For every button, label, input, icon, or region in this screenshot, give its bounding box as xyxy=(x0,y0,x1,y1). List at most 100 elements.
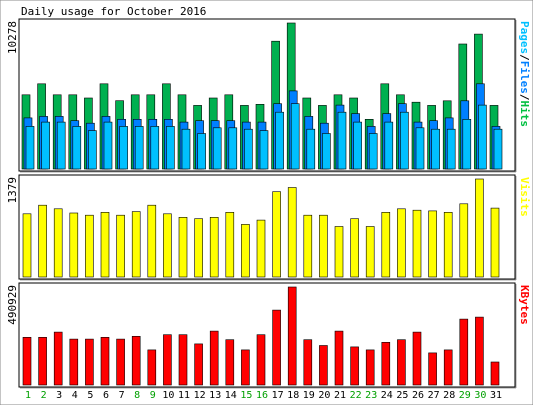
bar-kbytes xyxy=(256,334,266,386)
x-tick-label: 8 xyxy=(134,390,140,401)
bar-kbytes xyxy=(272,309,281,386)
x-tick-label: 22 xyxy=(350,390,362,401)
bar-visits xyxy=(38,204,47,278)
x-axis-day-labels: 1 2 3 4 5 6 7 8 9 10 11 12 13 14 15 16 17 18 19 20 21 22 23 24 2… xyxy=(25,390,502,401)
x-tick-label: 12 xyxy=(194,390,206,401)
x-tick-label: 31 xyxy=(490,390,502,401)
x-tick-label: 24 xyxy=(381,390,393,401)
bar-visits xyxy=(69,212,79,278)
bar-pages xyxy=(72,126,82,170)
y-axis-max-label: 1379 xyxy=(6,177,19,204)
x-tick-label: 2 xyxy=(41,390,47,401)
legend-entry: Pages xyxy=(518,21,531,54)
bar-visits xyxy=(287,187,297,278)
bar-pages xyxy=(228,127,238,170)
bar-visits xyxy=(459,203,469,278)
bar-visits xyxy=(334,226,344,278)
x-tick-label: 15 xyxy=(240,390,252,401)
legend-entry: / xyxy=(518,94,531,101)
bar-visits xyxy=(397,208,406,278)
bar-kbytes xyxy=(131,335,141,386)
bar-visits xyxy=(116,214,125,278)
bar-visits xyxy=(131,211,141,278)
bar-visits xyxy=(100,212,110,278)
bar-pages xyxy=(478,104,487,170)
bar-visits xyxy=(53,208,63,278)
bar-kbytes xyxy=(225,339,235,386)
legend-entry: Visits xyxy=(518,177,531,217)
x-tick-label: 1 xyxy=(25,390,31,401)
bar-kbytes xyxy=(459,318,469,386)
bar-kbytes xyxy=(490,361,500,386)
bar-pages xyxy=(322,133,331,170)
x-tick-label: 23 xyxy=(365,390,377,401)
bar-pages xyxy=(103,121,113,170)
bar-visits xyxy=(272,191,281,278)
bar-kbytes xyxy=(116,338,125,386)
bar-kbytes xyxy=(100,336,110,386)
bar-visits xyxy=(22,213,32,278)
x-tick-label: 7 xyxy=(119,390,125,401)
bar-visits xyxy=(303,214,313,278)
bar-kbytes xyxy=(397,339,406,386)
panel-kbytes: 490929 KBytes xyxy=(6,282,531,389)
bar-visits xyxy=(350,218,359,278)
y-axis-max-label: 490929 xyxy=(6,285,19,325)
x-tick-label: 5 xyxy=(87,390,93,401)
legend: Pages/Files/Hits xyxy=(518,21,531,127)
bar-visits xyxy=(194,218,203,278)
bar-pages xyxy=(493,128,503,170)
bar-visits xyxy=(147,204,157,278)
x-tick-label: 14 xyxy=(225,390,237,401)
bar-kbytes xyxy=(163,334,172,386)
x-tick-label: 18 xyxy=(287,390,299,401)
bar-kbytes xyxy=(194,343,203,386)
bar-kbytes xyxy=(147,349,157,386)
bar-pages xyxy=(41,121,50,170)
bar-pages xyxy=(119,126,128,170)
bar-pages xyxy=(56,121,66,170)
x-tick-label: 13 xyxy=(209,390,221,401)
bar-visits xyxy=(365,226,375,278)
bar-pages xyxy=(166,126,175,170)
legend-entry: KBytes xyxy=(518,285,531,325)
bar-visits xyxy=(256,219,266,278)
bar-visits xyxy=(412,209,422,278)
bar-kbytes xyxy=(475,316,484,386)
bar-kbytes xyxy=(69,338,79,386)
x-tick-label: 26 xyxy=(412,390,424,401)
x-tick-label: 27 xyxy=(428,390,440,401)
bar-kbytes xyxy=(412,331,422,386)
bar-pages xyxy=(462,119,472,170)
x-tick-label: 3 xyxy=(56,390,62,401)
x-tick-label: 6 xyxy=(103,390,109,401)
bar-kbytes xyxy=(209,330,219,386)
bar-pages xyxy=(134,126,144,170)
bar-kbytes xyxy=(287,286,297,386)
x-tick-label: 4 xyxy=(72,390,78,401)
bar-pages xyxy=(290,103,300,170)
bar-pages xyxy=(259,130,269,170)
legend-entry: Hits xyxy=(518,101,531,128)
bar-kbytes xyxy=(85,338,94,386)
x-tick-label: 28 xyxy=(443,390,455,401)
bar-pages xyxy=(337,111,347,170)
bar-visits xyxy=(163,213,172,278)
panel-visits: 1379 Visits xyxy=(6,174,531,281)
legend: KBytes xyxy=(518,285,531,325)
x-tick-label: 10 xyxy=(162,390,174,401)
bar-kbytes xyxy=(38,336,47,386)
bar-pages xyxy=(415,127,425,170)
legend: Visits xyxy=(518,177,531,217)
bar-kbytes xyxy=(22,336,32,386)
panel-hits: 10278 Pages/Files/Hits xyxy=(6,18,531,173)
bar-kbytes xyxy=(381,341,391,386)
bar-kbytes xyxy=(319,345,328,386)
bar-kbytes xyxy=(334,330,344,386)
bar-visits xyxy=(475,178,484,278)
bar-visits xyxy=(178,217,188,278)
x-tick-label: 29 xyxy=(459,390,471,401)
bar-kbytes xyxy=(303,339,313,386)
bar-pages xyxy=(181,128,191,170)
